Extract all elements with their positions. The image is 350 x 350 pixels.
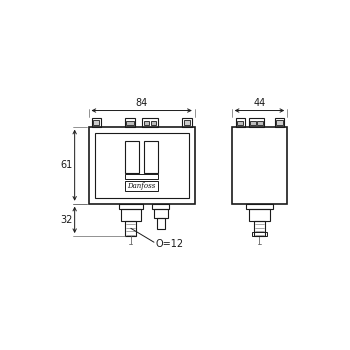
Text: 32: 32 xyxy=(60,215,72,225)
Bar xyxy=(248,118,264,127)
Bar xyxy=(126,181,158,191)
Bar xyxy=(142,118,158,127)
Bar xyxy=(89,127,195,204)
Text: 84: 84 xyxy=(135,98,148,108)
Bar xyxy=(151,120,156,125)
Bar xyxy=(246,204,273,209)
Bar xyxy=(144,141,158,173)
Bar xyxy=(94,133,189,197)
Bar xyxy=(237,120,243,125)
Bar xyxy=(153,204,169,209)
Bar xyxy=(254,220,265,236)
Bar xyxy=(236,118,245,127)
Bar xyxy=(257,120,262,125)
Bar xyxy=(232,127,287,204)
Bar xyxy=(126,141,139,173)
Bar xyxy=(275,118,284,127)
Bar xyxy=(92,118,101,127)
Bar xyxy=(154,209,168,218)
Text: 61: 61 xyxy=(60,160,72,170)
Bar xyxy=(276,120,282,125)
Bar xyxy=(126,120,134,125)
Bar xyxy=(248,209,270,220)
Bar xyxy=(250,120,256,125)
Bar xyxy=(126,174,158,179)
Bar xyxy=(125,118,135,127)
Bar xyxy=(252,232,267,236)
Text: O=12: O=12 xyxy=(155,239,184,249)
Bar xyxy=(121,209,141,220)
Bar xyxy=(126,220,136,236)
Bar xyxy=(119,204,143,209)
Bar xyxy=(184,120,190,125)
Text: Danfoss: Danfoss xyxy=(127,182,156,190)
Bar xyxy=(182,118,192,127)
Bar xyxy=(93,120,99,125)
Text: 44: 44 xyxy=(253,98,266,108)
Bar xyxy=(157,218,165,229)
Bar xyxy=(144,120,149,125)
